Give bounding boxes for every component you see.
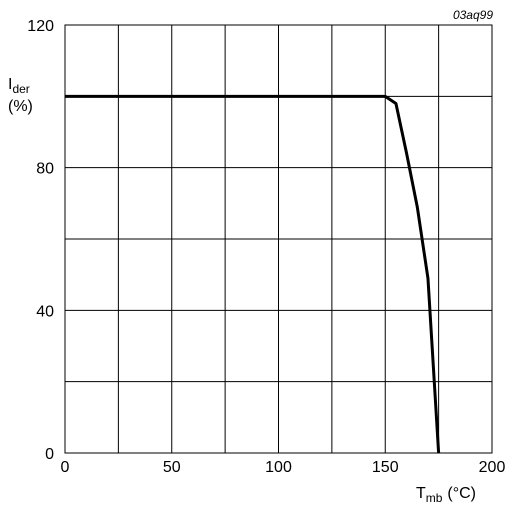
x-axis-label-unit: (°C) bbox=[447, 485, 476, 502]
y-axis-label-sub: der bbox=[12, 82, 29, 96]
derating-curve bbox=[65, 94, 441, 454]
y-tick-label: 0 bbox=[45, 446, 54, 463]
y-axis-label: Ider bbox=[8, 76, 30, 96]
x-tick-label: 150 bbox=[372, 459, 399, 476]
y-axis-unit: (%) bbox=[8, 98, 33, 115]
x-tick-label: 100 bbox=[265, 459, 292, 476]
x-axis-label-sub: mb bbox=[426, 491, 443, 505]
y-axis-label-main: I bbox=[8, 76, 12, 93]
y-tick-labels: 0 40 80 120 bbox=[27, 18, 54, 463]
x-tick-label: 0 bbox=[61, 459, 70, 476]
series-layer bbox=[65, 94, 441, 454]
y-tick-label: 120 bbox=[27, 18, 54, 35]
x-tick-label: 50 bbox=[163, 459, 181, 476]
grid bbox=[65, 25, 492, 453]
figure-reference: 03aq99 bbox=[453, 8, 493, 22]
x-tick-labels: 0 50 100 150 200 bbox=[61, 459, 505, 476]
plot-frame bbox=[64, 24, 493, 454]
y-tick-label: 80 bbox=[36, 161, 54, 178]
x-axis-label: Tmb (°C) bbox=[416, 485, 476, 505]
x-axis-label-main: T bbox=[416, 485, 426, 502]
y-tick-label: 40 bbox=[36, 303, 54, 320]
x-tick-label: 200 bbox=[479, 459, 505, 476]
